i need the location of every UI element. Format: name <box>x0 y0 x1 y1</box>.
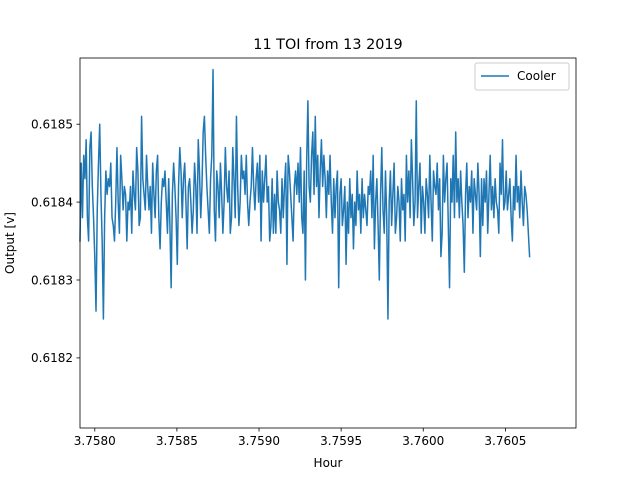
y-axis-label: Output [v] <box>3 212 17 274</box>
x-tick-label: 3.7590 <box>238 434 280 448</box>
x-tick-label: 3.7605 <box>484 434 526 448</box>
plot-area <box>79 58 576 428</box>
legend-box <box>474 62 570 91</box>
y-tick-label: 0.6183 <box>31 273 73 287</box>
legend-label-cooler: Cooler <box>517 69 556 83</box>
legend: Cooler <box>474 62 570 91</box>
x-tick-label: 3.7600 <box>402 434 444 448</box>
plot-frame <box>79 57 577 429</box>
y-tick-label: 0.6182 <box>31 351 73 365</box>
chart-title: 11 TOI from 13 2019 <box>253 37 402 53</box>
plot-background <box>80 58 576 428</box>
y-tick-label: 0.6185 <box>31 118 73 132</box>
x-axis-ticks: 3.7580 3.7585 3.7590 3.7595 3.7600 3.7605 <box>74 428 526 448</box>
x-tick-label: 3.7595 <box>320 434 362 448</box>
x-axis-label: Hour <box>314 456 343 470</box>
x-tick-label: 3.7585 <box>156 434 198 448</box>
series-line-cooler <box>79 68 531 320</box>
y-tick-label: 0.6184 <box>31 195 73 209</box>
y-axis-ticks: 0.6182 0.6183 0.6184 0.6185 <box>31 118 80 365</box>
x-tick-label: 3.7580 <box>74 434 116 448</box>
